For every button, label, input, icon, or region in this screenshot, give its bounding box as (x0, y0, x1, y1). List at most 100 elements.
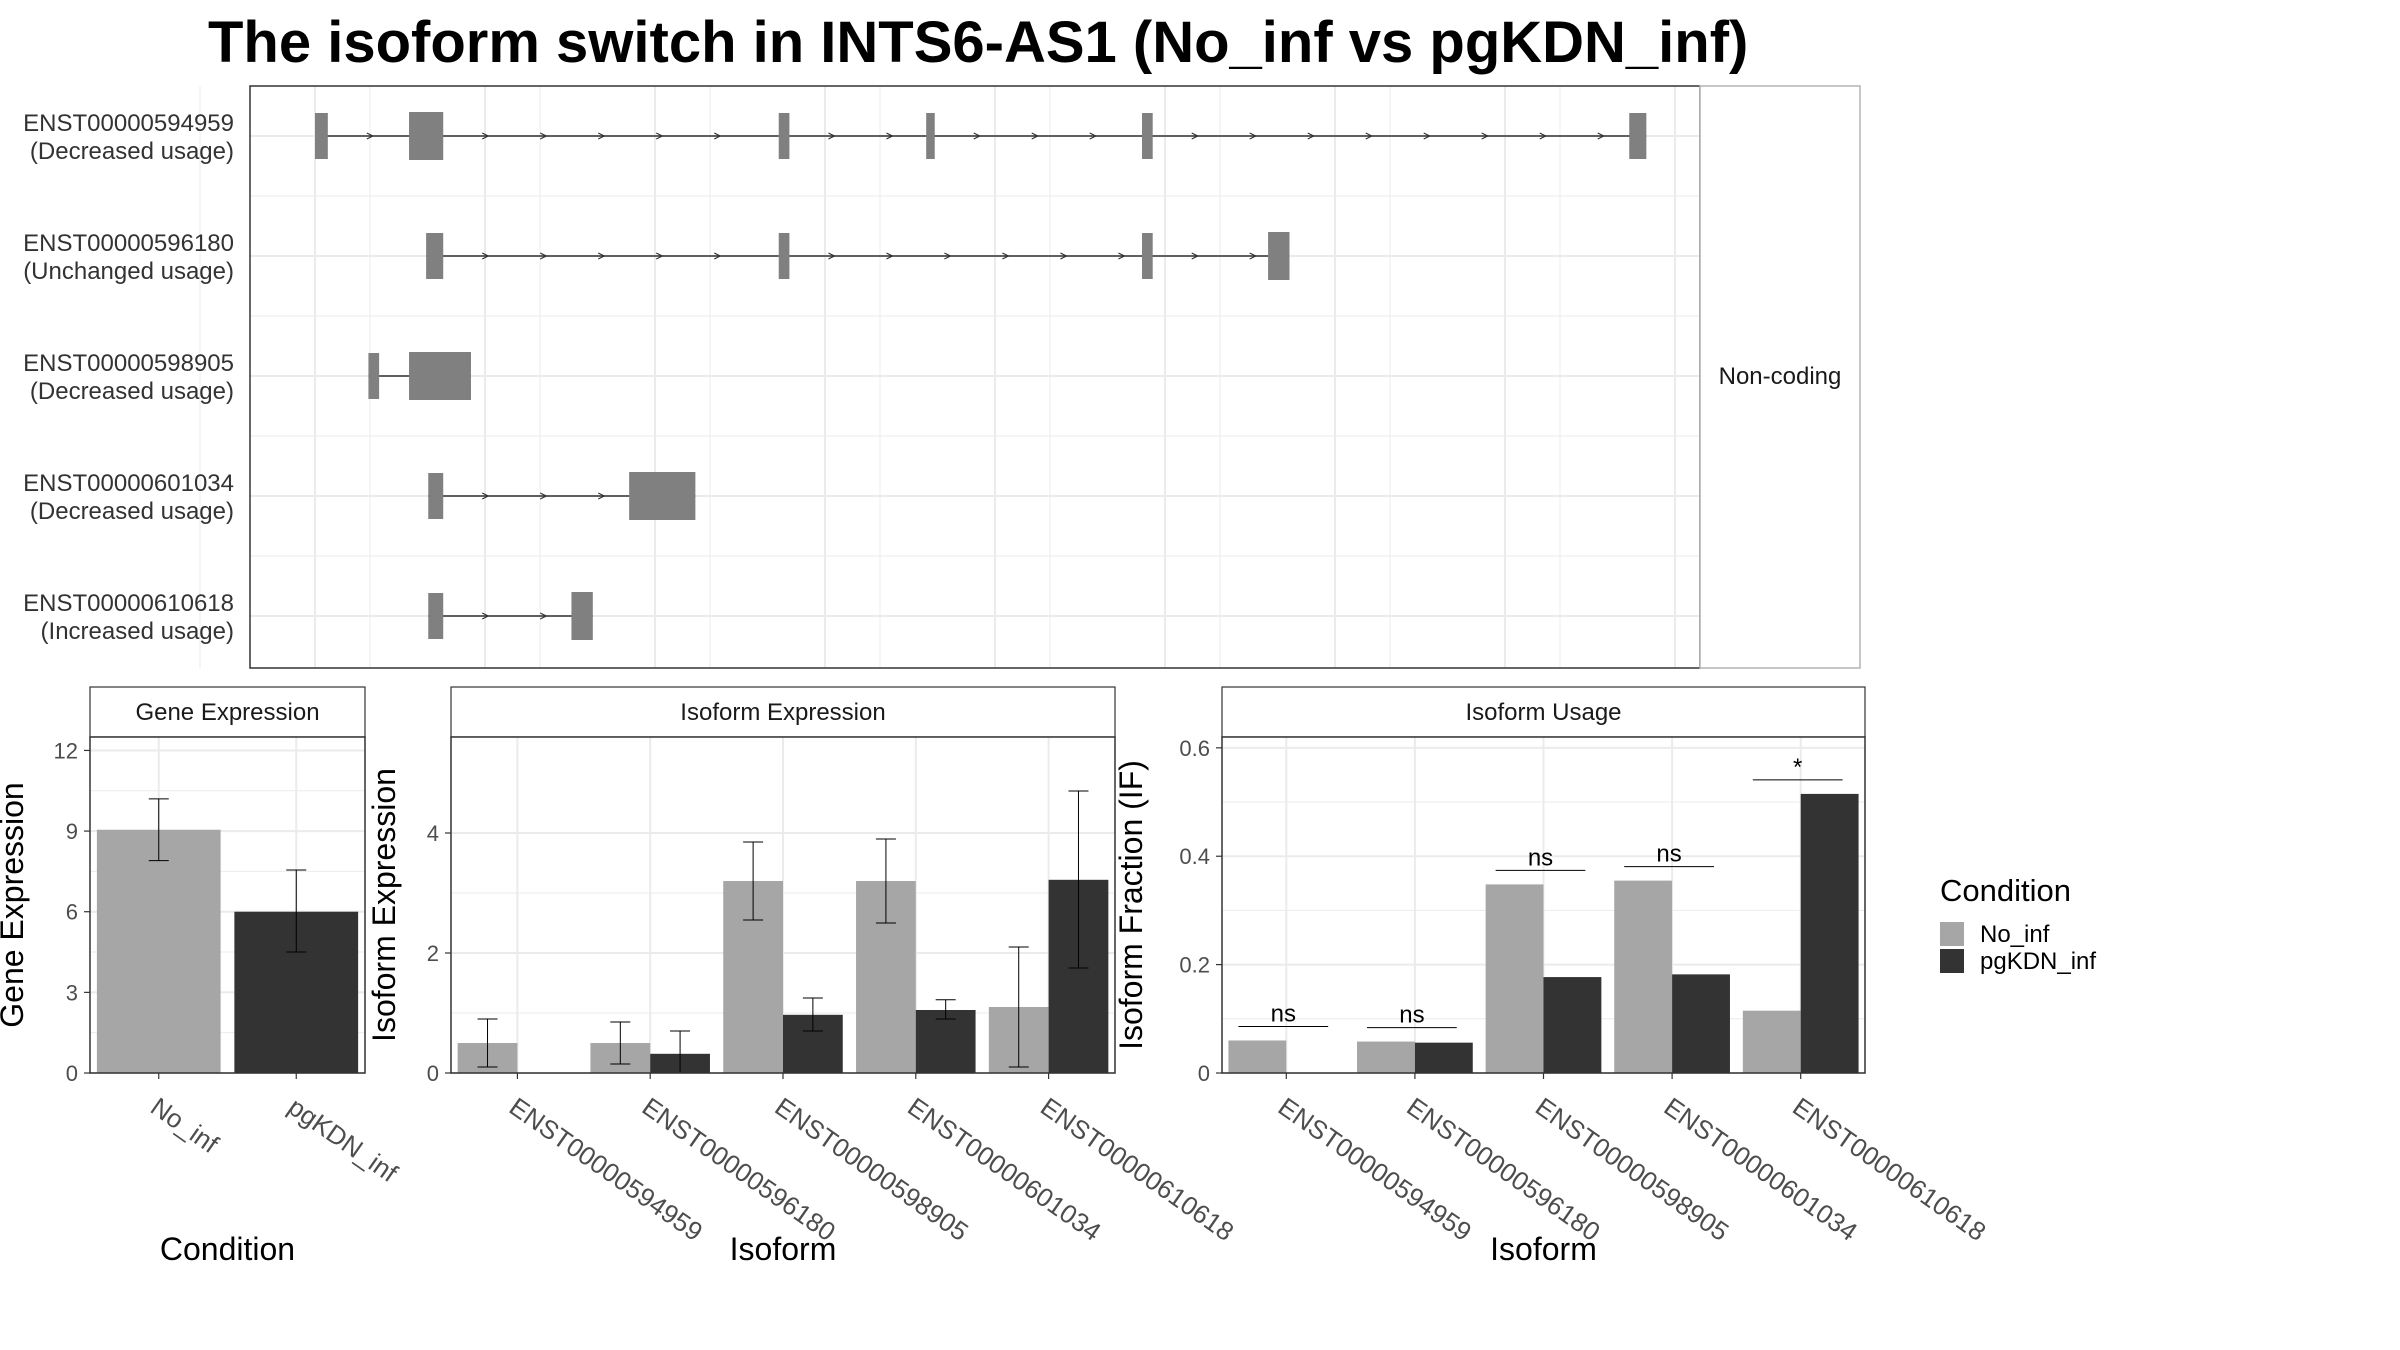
y-tick-label: 0.2 (1179, 953, 1210, 978)
strand-arrow-icon (481, 252, 490, 260)
bar-pgKDN_inf (1672, 974, 1730, 1073)
transcript-usage-label: (Increased usage) (41, 618, 234, 645)
panel-border (89, 736, 366, 1074)
legend-swatch-pgKDN_inf (1940, 949, 1964, 973)
strand-arrow-icon (713, 252, 722, 260)
y-tick-label: 0 (427, 1061, 439, 1086)
exon-block (368, 353, 380, 399)
strand-arrow-icon (539, 492, 548, 500)
significance-label: ns (1399, 1002, 1424, 1029)
bar-No_inf (1228, 1040, 1287, 1073)
y-tick-label: 0 (1198, 1061, 1210, 1086)
gene-expression-panel: Gene Expression 0 3 6 9 12 No_inf pgKDN_inf Cond… (0, 686, 404, 1267)
strand-arrow-icon (1307, 132, 1316, 140)
figure-title: The isoform switch in INTS6-AS1 (No_inf … (208, 10, 1748, 75)
exon-block (426, 233, 444, 279)
legend-swatch-No_inf (1940, 922, 1964, 946)
exon-block (428, 473, 444, 519)
y-axis-title: Isoform Fraction (IF) (1113, 760, 1149, 1050)
isoform-expression-panel: Isoform Expression024ENST00000594959ENST… (366, 686, 1239, 1267)
exon-block (1142, 113, 1153, 159)
bar-No_inf (1614, 880, 1673, 1073)
panel-title: Gene Expression (135, 699, 319, 726)
strand-arrow-icon (1002, 252, 1010, 260)
strand-arrow-icon (481, 492, 490, 500)
facet-strip-label: Non-coding (1719, 363, 1842, 390)
strand-arrow-icon (886, 252, 894, 260)
strand-arrow-icon (1191, 132, 1200, 140)
transcript-id-label: ENST00000601034 (23, 470, 234, 497)
exon-block (778, 233, 790, 279)
y-tick-label: 4 (427, 821, 439, 846)
exon-block (409, 112, 444, 160)
strand-arrow-icon (1249, 252, 1258, 260)
x-axis-title: Condition (160, 1231, 295, 1267)
strand-arrow-icon (539, 252, 548, 260)
bar-No_inf (1357, 1041, 1415, 1073)
legend-label: No_inf (1980, 921, 2050, 948)
strand-arrow-icon (973, 132, 982, 140)
legend-title: Condition (1940, 873, 2071, 908)
strand-arrow-icon (366, 132, 375, 140)
transcript-usage-label: (Decreased usage) (30, 378, 234, 405)
bar-No_inf (1485, 884, 1544, 1073)
y-tick-label: 9 (66, 819, 78, 844)
strand-arrow-icon (1423, 132, 1432, 140)
exon-block (428, 593, 444, 639)
strand-arrow-icon (539, 132, 548, 140)
exon-block (409, 352, 472, 400)
strand-arrow-icon (1481, 132, 1490, 140)
significance-label: ns (1656, 841, 1681, 868)
strand-arrow-icon (481, 612, 490, 620)
strand-arrow-icon (828, 132, 836, 140)
strand-arrow-icon (1089, 132, 1098, 140)
strand-arrow-icon (1118, 252, 1126, 260)
panel-title-strip (89, 686, 366, 738)
strand-arrow-icon (597, 492, 606, 500)
y-tick-label: 0.4 (1179, 844, 1210, 869)
y-axis-title: Isoform Expression (366, 768, 402, 1042)
transcript-id-label: ENST00000610618 (23, 590, 234, 617)
strand-arrow-icon (1597, 132, 1606, 140)
exon-block (571, 592, 593, 640)
bar-pgKDN_inf (1800, 793, 1859, 1073)
exon-block (315, 113, 328, 159)
y-axis-title: Gene Expression (0, 782, 30, 1027)
facet-strip (1699, 85, 1861, 669)
exon-block (1142, 233, 1153, 279)
transcript-usage-label: (Decreased usage) (30, 138, 234, 165)
strand-arrow-icon (597, 252, 606, 260)
panel-border (450, 736, 1116, 1074)
x-tick-label: No_inf (145, 1091, 224, 1159)
exon-block (1629, 113, 1647, 159)
transcript-id-label: ENST00000596180 (23, 230, 234, 257)
y-tick-label: 0 (66, 1061, 78, 1086)
strand-arrow-icon (655, 132, 664, 140)
transcript-structure-plot: ENST00000594959(Decreased usage)ENST0000… (23, 85, 1861, 669)
exon-block (926, 113, 935, 159)
y-tick-label: 3 (66, 980, 78, 1005)
strand-arrow-icon (1365, 132, 1374, 140)
bar-No_inf (96, 829, 221, 1073)
x-axis-title: Isoform (1490, 1231, 1597, 1267)
strand-arrow-icon (655, 252, 664, 260)
significance-label: ns (1271, 1000, 1296, 1027)
strand-arrow-icon (713, 132, 722, 140)
panel-title: Isoform Expression (680, 699, 885, 726)
bar-pgKDN_inf (1543, 977, 1602, 1073)
y-tick-label: 2 (427, 941, 439, 966)
panel-title-strip (450, 686, 1116, 738)
transcript-usage-label: (Decreased usage) (30, 498, 234, 525)
transcript-usage-label: (Unchanged usage) (23, 258, 234, 285)
panel-title-strip (1221, 686, 1866, 738)
x-tick-label: pgKDN_inf (283, 1091, 404, 1188)
bar-pgKDN_inf (915, 1010, 976, 1073)
strand-arrow-icon (1539, 132, 1548, 140)
y-tick-label: 6 (66, 900, 78, 925)
significance-label: * (1793, 754, 1802, 781)
strand-arrow-icon (1191, 252, 1200, 260)
strand-arrow-icon (886, 132, 894, 140)
strand-arrow-icon (539, 612, 548, 620)
